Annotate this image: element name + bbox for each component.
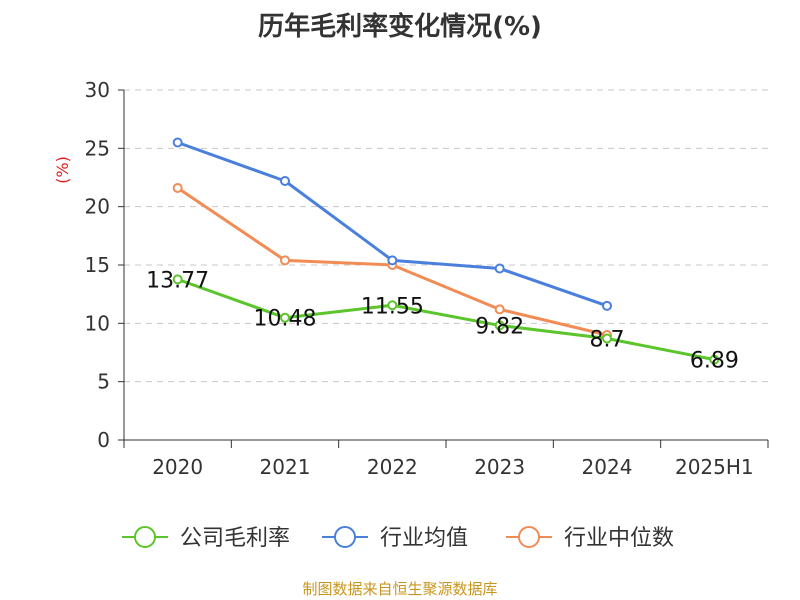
- data-point: [602, 300, 612, 311]
- x-tick-label: 2025H1: [675, 455, 754, 479]
- x-tick-label: 2020: [152, 455, 203, 479]
- data-point: [602, 333, 612, 344]
- series-line-1: [177, 141, 608, 308]
- data-point: [280, 312, 290, 323]
- data-label: 10.48: [254, 307, 317, 332]
- data-label: 9.82: [475, 314, 524, 339]
- x-tick-label: 2022: [367, 455, 418, 479]
- data-point: [172, 274, 183, 285]
- series-line-0: [177, 277, 715, 362]
- y-tick-label: 15: [85, 253, 110, 277]
- x-tick-label: 2023: [474, 455, 525, 479]
- legend-label-1: 行业均值: [380, 526, 468, 551]
- legend-marker-0: [134, 526, 156, 548]
- data-label: 6.89: [690, 349, 739, 374]
- data-point: [280, 176, 290, 186]
- data-point: [280, 255, 290, 266]
- y-tick-label: 30: [85, 78, 110, 102]
- data-point: [494, 263, 505, 274]
- data-point: [172, 183, 183, 193]
- data-label-layer: 13.77 10.48 11.55 9.82 8.7 6.89: [146, 268, 739, 373]
- data-point: [172, 137, 183, 148]
- y-tick-label: 10: [85, 311, 110, 335]
- data-point: [494, 320, 505, 331]
- data-point: [494, 304, 505, 315]
- legend: 公司毛利率 行业均值 行业中位数: [122, 526, 674, 551]
- y-tick-label: 0: [97, 428, 110, 452]
- data-point: [709, 354, 720, 365]
- y-tick-label: 20: [85, 195, 110, 219]
- legend-label-2: 行业中位数: [564, 526, 674, 551]
- data-point: [387, 300, 398, 311]
- data-label: 11.55: [361, 294, 424, 319]
- legend-label-0: 公司毛利率: [180, 526, 290, 551]
- legend-marker-1: [334, 526, 356, 548]
- y-axis-unit-label: (%): [53, 156, 72, 184]
- y-tick-label: 25: [85, 136, 110, 160]
- legend-marker-2: [518, 526, 540, 548]
- y-tick-label: 5: [97, 370, 110, 394]
- x-tick-label: 2024: [582, 455, 633, 479]
- data-label: 8.7: [590, 328, 625, 353]
- source-note: 制图数据来自恒生聚源数据库: [302, 580, 498, 598]
- grid-layer: [124, 89, 768, 383]
- x-tick-label: 2021: [260, 455, 311, 479]
- data-point: [387, 255, 398, 266]
- series-layer: [172, 137, 720, 365]
- axis-layer: 0 5 10 15 20 25 30 2020 2021 2022 2023 2024 2025H1 (%…: [53, 78, 769, 479]
- data-label: 13.77: [146, 268, 209, 293]
- chart-title: 历年毛利率变化情况(%): [258, 12, 542, 42]
